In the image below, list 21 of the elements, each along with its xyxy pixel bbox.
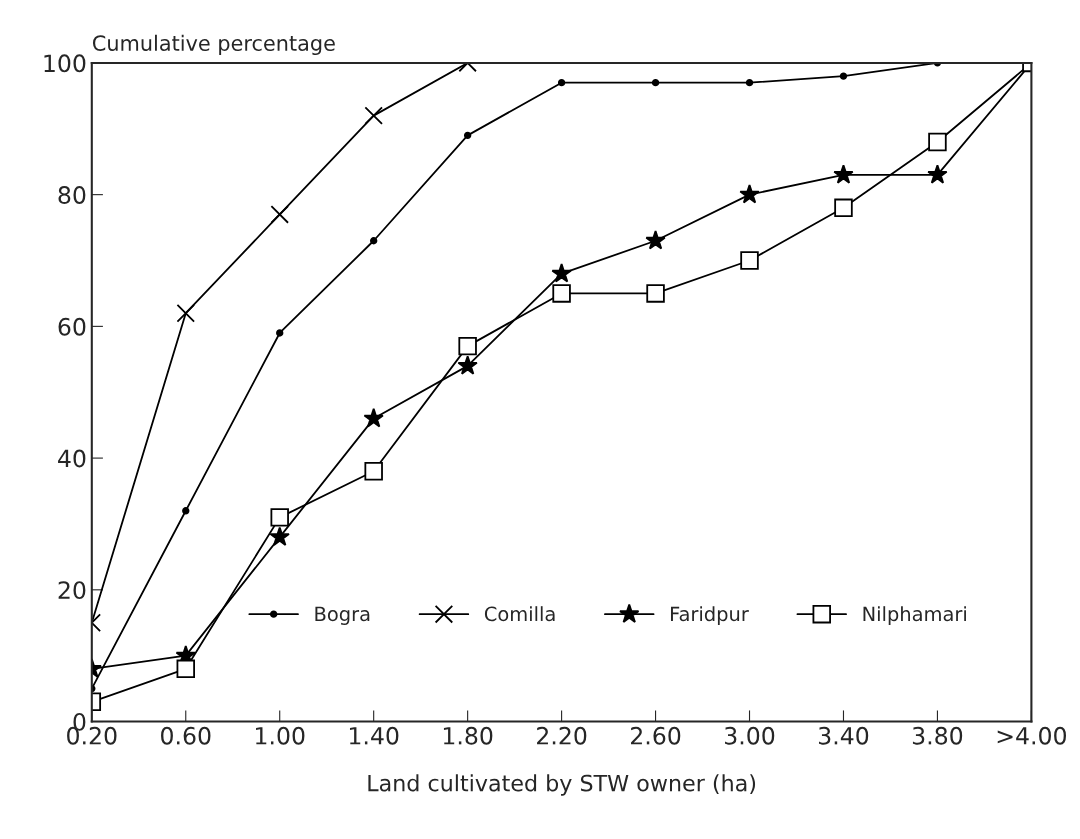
x-tick-label: 2.20 — [537, 726, 587, 745]
x-tick-label: >4.00 — [997, 726, 1067, 745]
y-tick-label: 40 — [58, 449, 86, 468]
legend-label: Nilphamari — [863, 606, 966, 626]
x-tick-label: 3.00 — [725, 726, 775, 745]
x-tick-label: 0.60 — [161, 726, 211, 745]
x-tick-label: 1.80 — [443, 726, 493, 745]
y-axis-title: Cumulative percentage — [92, 34, 335, 56]
y-tick-label: 20 — [58, 581, 86, 600]
legend-label: Faridpur — [671, 606, 749, 626]
legend-label: Comilla — [484, 606, 555, 622]
x-tick-label: 1.40 — [349, 726, 399, 745]
legend-label: Bogra — [315, 606, 370, 626]
y-tick-label: 60 — [58, 317, 86, 336]
x-tick-label: 1.00 — [256, 726, 305, 745]
x-tick-label: 2.60 — [631, 726, 681, 745]
x-tick-label: 3.80 — [912, 726, 963, 745]
x-axis-title: Land cultivated by STW owner (ha) — [368, 774, 756, 796]
y-tick-label: 80 — [58, 186, 86, 204]
y-tick-label: 100 — [44, 54, 86, 73]
x-tick-label: 3.40 — [818, 726, 869, 745]
